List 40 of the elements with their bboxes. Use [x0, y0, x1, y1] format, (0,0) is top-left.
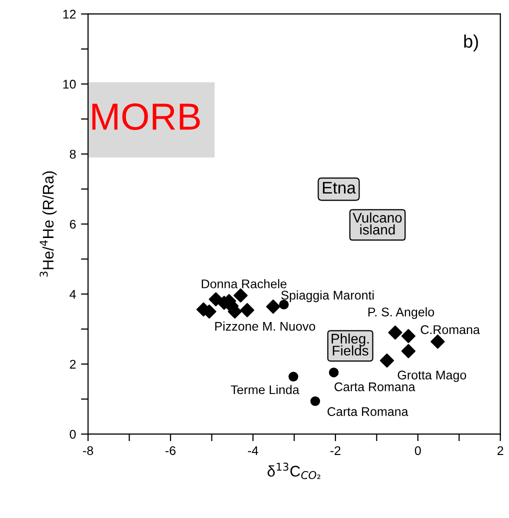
- annotation: Grotta Mago: [398, 370, 466, 382]
- point: [240, 303, 254, 318]
- y-tick-label: 10: [63, 80, 76, 89]
- annotation: b): [464, 34, 478, 52]
- annotation: Phleg. Fields: [332, 333, 369, 356]
- x-tick-label: 0: [414, 446, 421, 456]
- y-tick-label: 2: [70, 360, 76, 369]
- x-tick-label: -8: [83, 446, 94, 456]
- y-tick-label: 8: [70, 150, 76, 159]
- annotation: Spiaggia Maronti: [281, 290, 374, 302]
- point: [234, 288, 248, 303]
- annotation: Pizzone M. Nuovo: [215, 322, 316, 331]
- x-tick-label: -4: [248, 446, 258, 455]
- point: [388, 326, 402, 340]
- point: [380, 354, 394, 368]
- annotation: P. S. Angelo: [368, 307, 434, 319]
- point: [266, 300, 280, 314]
- y-tick-label: 0: [70, 430, 76, 439]
- y-tick-label: 4: [70, 290, 76, 299]
- y-tick-label: 12: [63, 10, 76, 19]
- x-tick-label: -6: [166, 446, 176, 456]
- point: [328, 368, 339, 378]
- annotation: Etna: [322, 182, 356, 194]
- x-tick-label: 2: [498, 446, 504, 455]
- annotation: Carta Romana: [334, 382, 416, 392]
- point: [310, 396, 320, 406]
- point: [430, 334, 445, 349]
- y-axis-title: $^{3}$He/$^{4}$He (R/Ra): [40, 171, 57, 277]
- annotation: Donna Rachele: [202, 279, 286, 288]
- x-axis-title: δ$^{13}$C$_{CO₂}$: [268, 462, 320, 480]
- point: [401, 344, 416, 358]
- annotation: Terme Linda: [230, 384, 300, 394]
- annotation: Vulcano island: [352, 212, 402, 235]
- annotation: C.Romana: [420, 325, 480, 334]
- y-tick-label: 6: [70, 220, 76, 229]
- x-tick-label: -2: [330, 446, 340, 455]
- band-label: MORB: [92, 103, 200, 130]
- point: [288, 372, 298, 382]
- point: [401, 329, 416, 344]
- annotation: Carta Romana: [328, 407, 408, 416]
